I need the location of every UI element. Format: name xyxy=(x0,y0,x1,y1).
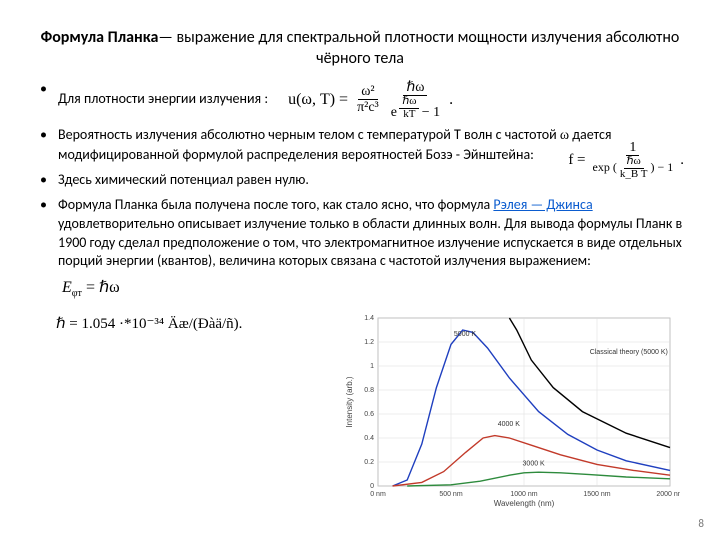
svg-text:1500 nm: 1500 nm xyxy=(583,491,610,498)
bullet-2: Вероятность излучения абсолютно черным т… xyxy=(36,126,684,165)
svg-text:1: 1 xyxy=(370,363,374,370)
f2-lhs: f = xyxy=(568,150,585,170)
svg-text:1000 nm: 1000 nm xyxy=(510,491,537,498)
b4-a: Формула Планка была получена после того,… xyxy=(58,196,493,213)
bullet-4: Формула Планка была получена после того,… xyxy=(36,196,684,272)
minus1: − 1 xyxy=(422,105,440,120)
svg-text:1.2: 1.2 xyxy=(364,339,374,346)
b3-text: Здесь химический потенциал равен нулю. xyxy=(58,171,309,188)
blackbody-chart: 0 nm 500 nm 1000 nm 1500 nm 2000 nm 0 0.2 0.4 0.… xyxy=(340,310,680,510)
formula-u-lhs: u(ω, T) = xyxy=(288,89,348,111)
energy-eq: Eφт = ℏω xyxy=(62,277,684,299)
rayleigh-jeans-link[interactable]: Рэлея — Джинса xyxy=(493,196,592,213)
title-bold: Формула Планка xyxy=(41,28,159,47)
bullet-1: Для плотности энергии излучения : u(ω, T… xyxy=(36,80,684,121)
svg-text:4000 K: 4000 K xyxy=(498,421,521,428)
svg-text:500 nm: 500 nm xyxy=(439,491,463,498)
b2-omega: ω xyxy=(560,128,569,143)
bullet-3: Здесь химический потенциал равен нулю. xyxy=(36,171,684,190)
f2-num: ℏω xyxy=(403,80,427,96)
bullet-1-text: Для плотности энергии излучения : xyxy=(58,90,268,109)
svg-text:5000 K: 5000 K xyxy=(454,331,477,338)
f2-den: e ℏω kT − 1 xyxy=(388,96,443,120)
b4-b: удовлетворительно описывает излучение то… xyxy=(58,215,682,270)
f1-num: ω² xyxy=(358,84,377,100)
svg-text:0.2: 0.2 xyxy=(364,459,374,466)
formula-u: u(ω, T) = ω² π²c³ ℏω e ℏω kT xyxy=(288,80,453,121)
svg-text:0.6: 0.6 xyxy=(364,411,374,418)
exp-num: ℏω xyxy=(399,96,419,109)
svg-text:3000 K: 3000 K xyxy=(523,461,546,468)
b2-a: Вероятность излучения абсолютно черным т… xyxy=(58,126,560,143)
svg-text:Classical theory (5000 K): Classical theory (5000 K) xyxy=(590,349,668,356)
formula-u-frac2: ℏω e ℏω kT − 1 xyxy=(388,80,443,121)
f1-den: π²c³ xyxy=(354,100,382,115)
slide-title: Формула Планка— выражение для спектральн… xyxy=(36,28,684,70)
svg-text:2000 nm: 2000 nm xyxy=(656,491,680,498)
svg-text:Wavelength (nm): Wavelength (nm) xyxy=(494,499,555,508)
formula-u-frac1: ω² π²c³ xyxy=(354,84,382,116)
title-rest: — выражение для спектральной плотности м… xyxy=(158,28,679,68)
f2-num-1: 1 xyxy=(626,140,639,156)
svg-text:0 nm: 0 nm xyxy=(370,491,386,498)
svg-text:0.4: 0.4 xyxy=(364,435,374,442)
svg-text:Intensity (arb.): Intensity (arb.) xyxy=(345,376,354,427)
svg-text:1.4: 1.4 xyxy=(364,315,374,322)
exp-den: kT xyxy=(400,109,418,121)
page-number: 8 xyxy=(698,517,704,530)
svg-text:0.8: 0.8 xyxy=(364,387,374,394)
svg-text:0: 0 xyxy=(370,483,374,490)
